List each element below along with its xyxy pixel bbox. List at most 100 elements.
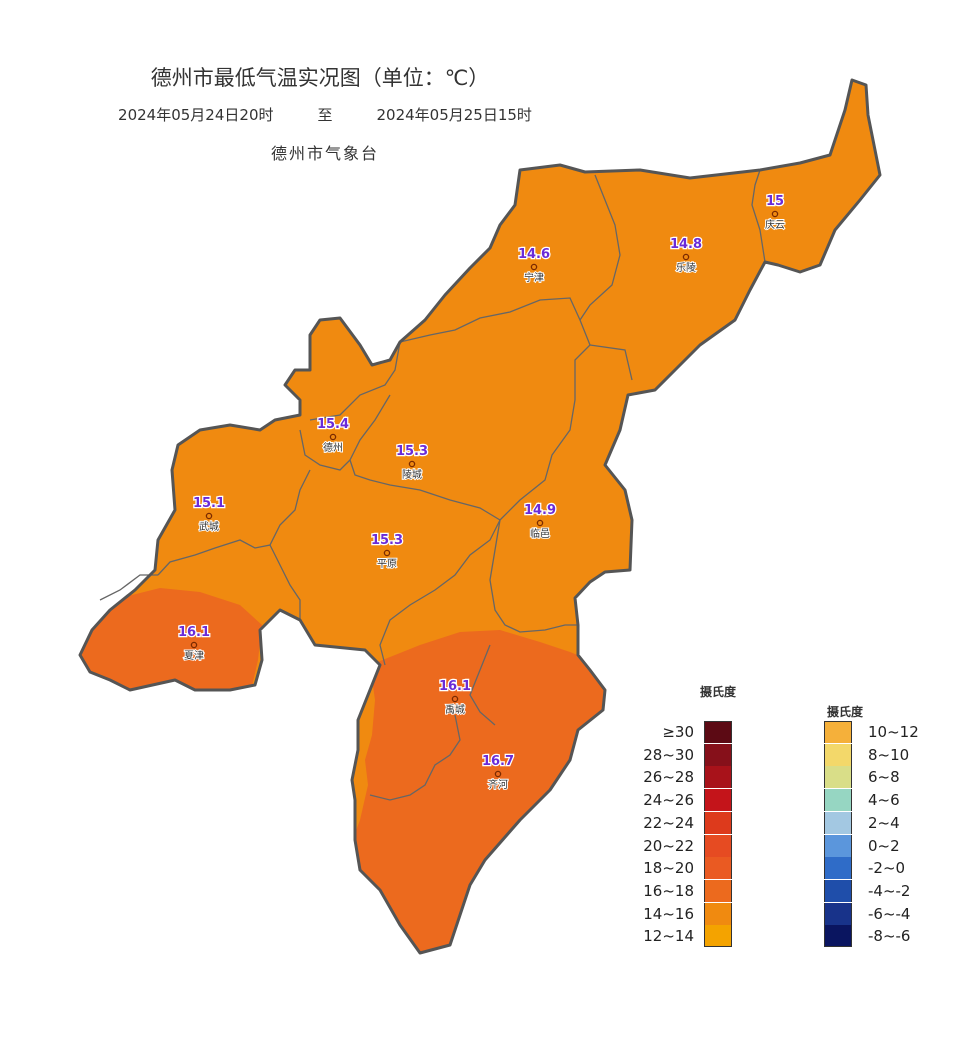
station-10: 16.1 禹城 <box>438 678 473 717</box>
station-value: 14.9 <box>524 503 556 518</box>
county-border <box>489 519 578 633</box>
station-name: 德州 <box>323 441 343 454</box>
time-range: 2024年05月24日20时 至 2024年05月25日15时 <box>0 104 650 125</box>
station-marker <box>190 641 198 649</box>
county-border <box>299 429 351 471</box>
county-border <box>579 174 621 321</box>
station-value: 16.7 <box>482 754 514 769</box>
station-marker <box>451 695 459 703</box>
warm-zone-south <box>340 630 615 953</box>
warm-zone-southwest <box>80 588 262 700</box>
county-border <box>399 297 591 346</box>
legend-item: ≥30 <box>662 721 732 743</box>
legend-label: 0~2 <box>868 836 900 855</box>
station-6: 15.1 武城 <box>192 495 227 534</box>
legend-label: 12~14 <box>643 927 694 946</box>
legend-label: 2~4 <box>868 813 900 832</box>
station-marker <box>329 433 337 441</box>
period-separator: 至 <box>317 106 333 124</box>
county-border <box>499 344 591 521</box>
station-marker <box>530 263 538 271</box>
period-start: 2024年05月24日20时 <box>118 106 274 124</box>
legend-label: 20~22 <box>643 836 694 855</box>
legend-label: 28~30 <box>643 745 694 764</box>
legend-label: -4~-2 <box>868 881 911 900</box>
legend-cool-title: 摄氏度 <box>826 705 863 719</box>
legend-swatch <box>824 879 852 902</box>
station-5: 15.3 陵城 <box>395 443 430 482</box>
county-border <box>751 169 766 263</box>
station-name: 夏津 <box>184 650 204 662</box>
legend-item: 20~22 <box>643 834 732 857</box>
station-marker <box>682 253 690 261</box>
legend-label: 24~26 <box>643 791 694 810</box>
legend-label: 8~10 <box>868 745 910 764</box>
legend-label: 6~8 <box>868 768 900 787</box>
legend-swatch <box>824 857 852 880</box>
legend-item: 16~18 <box>643 879 732 902</box>
station-name: 庆云 <box>765 218 785 231</box>
legend-swatch <box>704 743 732 766</box>
station-marker <box>494 770 502 778</box>
legend-swatch <box>704 834 732 857</box>
legend-item: 24~26 <box>643 789 732 812</box>
legend-item: 26~28 <box>643 766 732 789</box>
county-border <box>349 394 501 521</box>
station-name: 乐陵 <box>676 262 696 274</box>
legend-swatch <box>704 857 732 880</box>
legend-item: 28~30 <box>643 743 732 766</box>
station-11: 16.7 齐河 <box>481 753 516 792</box>
station-7: 14.9 临邑 <box>523 502 558 541</box>
station-name: 禹城 <box>445 703 465 716</box>
legend-label: 14~16 <box>643 904 694 923</box>
legend-swatch <box>824 902 852 925</box>
station-value: 15.3 <box>396 444 428 459</box>
station-name: 临邑 <box>530 527 550 540</box>
legend-label: 16~18 <box>643 881 694 900</box>
station-marker <box>408 460 416 468</box>
county-border <box>379 519 501 666</box>
legend-swatch <box>824 789 852 812</box>
county-border <box>309 341 401 421</box>
legend-item: 14~16 <box>643 902 732 925</box>
station-8: 15.3 平原 <box>370 532 405 571</box>
station-9: 16.1 夏津 <box>177 624 212 663</box>
legend-label: 4~6 <box>868 791 900 810</box>
legend-item: 18~20 <box>643 857 732 880</box>
legend-label: ≥30 <box>662 723 694 741</box>
station-value: 14.6 <box>518 247 550 262</box>
station-3: 14.6 宁津 <box>517 246 552 285</box>
legend-warm-title: 摄氏度 <box>700 685 737 699</box>
station-value: 15.3 <box>371 533 403 548</box>
county-border <box>589 344 633 381</box>
station-1: 15 庆云 <box>764 193 786 232</box>
station-value: 14.8 <box>670 237 702 252</box>
legend-swatch <box>704 925 732 948</box>
station-name: 武城 <box>199 520 219 533</box>
station-name: 陵城 <box>402 469 422 481</box>
legend-label: -8~-6 <box>868 927 911 946</box>
legend-swatch <box>824 834 852 857</box>
legend-label: 10~12 <box>868 723 919 741</box>
station-marker <box>771 210 779 218</box>
county-border <box>269 544 301 620</box>
agency-name: 德州市气象台 <box>270 144 379 163</box>
legend-swatch <box>824 925 852 948</box>
legend-label: 18~20 <box>643 859 694 878</box>
legend-label: -6~-4 <box>868 904 911 923</box>
station-layer: 15 庆云 14.8 乐陵 14.6 宁津 15.4 德州 15.3 陵城 15.1 武城 14.9 临邑… <box>177 193 786 792</box>
legend-swatch <box>704 811 732 834</box>
city-boundary <box>78 78 882 955</box>
legend-label: 26~28 <box>643 768 694 787</box>
station-marker <box>536 519 544 527</box>
map-title: 德州市最低气温实况图（单位：℃） <box>150 66 490 90</box>
station-name: 齐河 <box>488 778 508 791</box>
station-name: 平原 <box>377 558 397 570</box>
station-value: 16.1 <box>439 679 471 694</box>
legend-swatch <box>704 789 732 812</box>
station-4: 15.4 德州 <box>316 416 351 455</box>
legend-item: 12~14 <box>643 925 732 948</box>
legend-swatch <box>824 743 852 766</box>
county-border <box>469 644 496 726</box>
